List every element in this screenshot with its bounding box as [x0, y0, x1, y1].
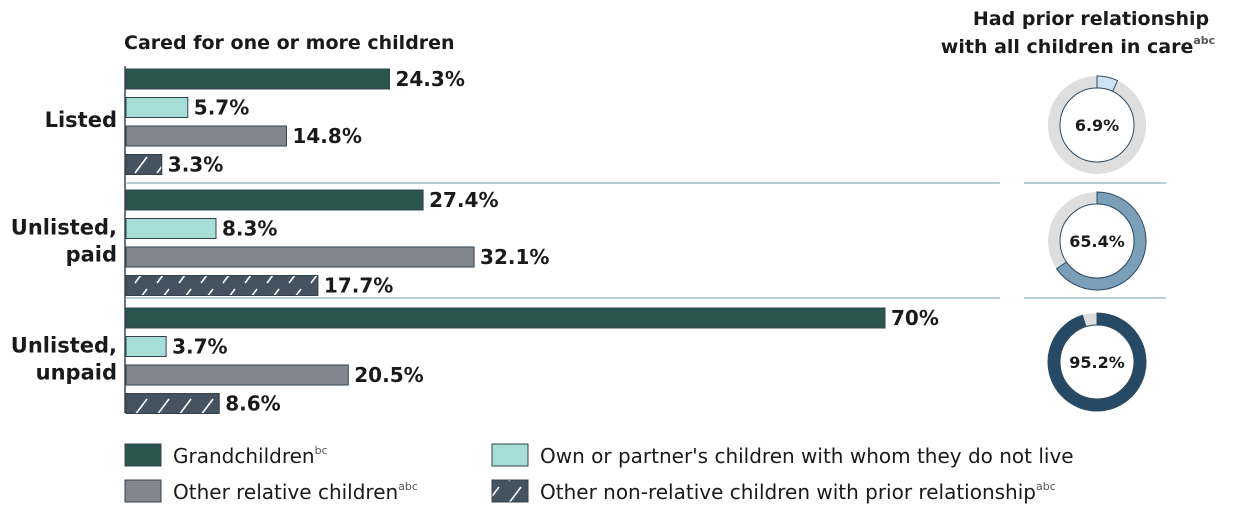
donut-marks: 6.9% 65.4% 95.2% — [1047, 75, 1147, 412]
category-label-line: Listed — [45, 108, 117, 132]
category-label-3: Unlisted, unpaid — [11, 334, 117, 385]
bar-value-label: 27.4% — [429, 188, 498, 212]
legend-label-text: Own or partner's children with whom they… — [540, 444, 1074, 468]
bar-3-3 — [125, 364, 349, 386]
legend-label-text: Other relative children — [173, 480, 398, 504]
legend-label-text: Other non-relative children with prior r… — [540, 480, 1036, 504]
legend-swatch-1 — [124, 443, 162, 467]
bar-marks: 24.3% 27.4% 70% 5.7% 8.3% 3.7% 14.8% 32.1% 20.5%… — [125, 67, 939, 416]
bar-value-label: 70% — [891, 306, 939, 330]
legend-label-4: Other non-relative children with prior r… — [540, 480, 1056, 504]
bar-value-label: 3.7% — [172, 335, 227, 359]
legend-label-text: Grandchildren — [173, 444, 315, 468]
bar-value-label: 8.6% — [225, 392, 280, 416]
category-label-1: Listed — [45, 108, 117, 132]
bar-value-label: 17.7% — [324, 274, 393, 298]
donut-value-label-1: 6.9% — [1075, 116, 1119, 135]
group-dividers — [125, 182, 1166, 299]
bar-value-label: 14.8% — [292, 124, 361, 148]
bar-value-label: 24.3% — [395, 67, 464, 91]
donut-hole-3 — [1059, 324, 1135, 400]
category-label-line: Unlisted, — [11, 216, 117, 240]
legend-label-3: Other relative childrenabc — [173, 480, 418, 504]
bar-value-label: 5.7% — [194, 96, 249, 120]
bar-2-3 — [125, 336, 167, 357]
donut-title-line-1: Had prior relationship — [973, 8, 1209, 30]
bar-chart-title: Cared for one or more children — [124, 32, 455, 54]
legend-label-superscript: abc — [1036, 480, 1056, 493]
category-labels: Listed Unlisted, paid Unlisted, unpaid — [11, 108, 117, 385]
category-label-line: Unlisted, — [11, 334, 117, 358]
legend-label-2: Own or partner's children with whom they… — [540, 444, 1074, 468]
bar-2-1 — [125, 97, 189, 118]
category-label-2: Unlisted, paid — [11, 216, 117, 267]
donut-value-label-2: 65.4% — [1069, 232, 1125, 251]
legend-label-superscript: abc — [398, 480, 418, 493]
bar-3-2 — [125, 246, 475, 268]
legend-label-1: Grandchildrenbc — [173, 444, 328, 468]
legend-swatch-3 — [124, 479, 162, 503]
bar-4-2 — [125, 275, 319, 296]
bar-value-label: 3.3% — [168, 153, 223, 177]
bar-3-1 — [125, 125, 287, 147]
bar-4-3 — [125, 393, 220, 414]
bar-4-1 — [125, 154, 163, 175]
donut-hole-1 — [1059, 87, 1135, 163]
legend-swatch-4 — [491, 479, 529, 503]
bar-1-1 — [125, 68, 390, 90]
bar-2-2 — [125, 218, 217, 239]
donut-title-superscript: abc — [1193, 34, 1215, 47]
donut-title-line-2: with all children in careabc — [941, 34, 1215, 58]
bar-1-3 — [125, 307, 886, 329]
bar-value-label: 8.3% — [222, 217, 277, 241]
bar-value-label: 32.1% — [480, 245, 549, 269]
legend-label-superscript: bc — [315, 444, 328, 457]
bar-1-2 — [125, 189, 424, 211]
bar-value-label: 20.5% — [354, 363, 423, 387]
category-label-line: paid — [66, 243, 117, 267]
category-label-line: unpaid — [36, 361, 117, 385]
donut-hole-2 — [1059, 203, 1135, 279]
legend: Grandchildrenbc Own or partner's children… — [124, 443, 1074, 504]
donut-title-line-2-text: with all children in care — [941, 36, 1194, 58]
donut-value-label-3: 95.2% — [1069, 353, 1125, 372]
legend-swatch-2 — [491, 443, 529, 467]
